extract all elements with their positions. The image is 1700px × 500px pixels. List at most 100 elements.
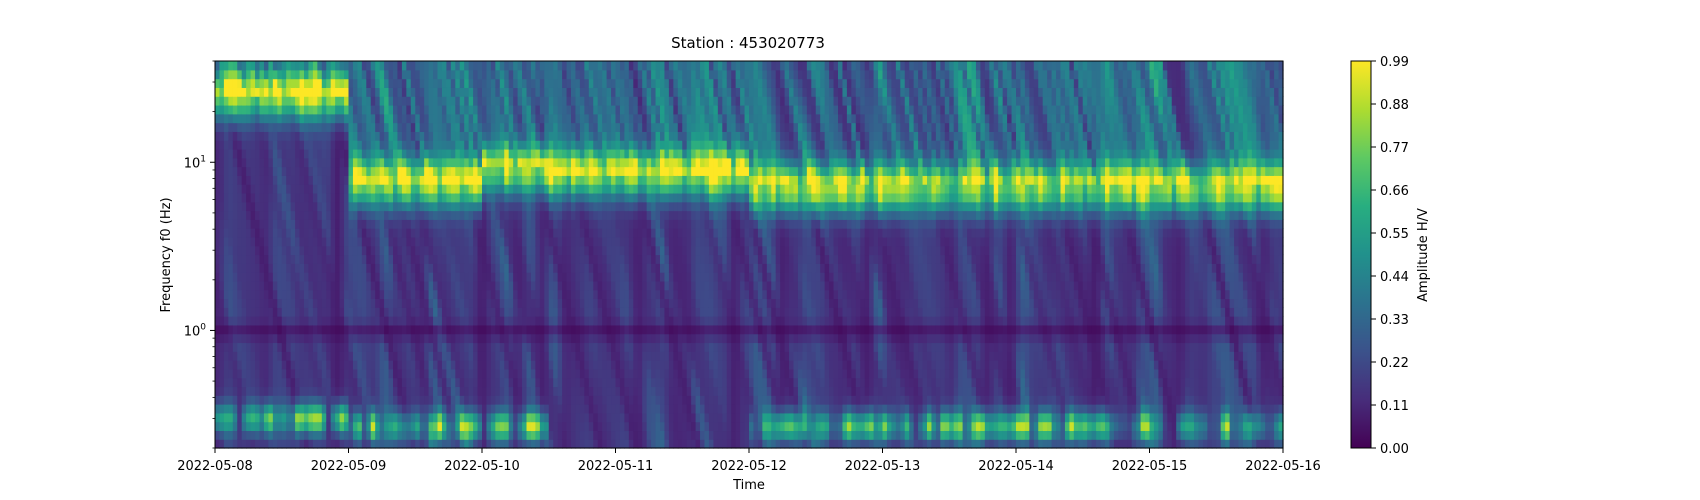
heatmap-cell <box>664 96 670 106</box>
heatmap-cell <box>446 421 452 432</box>
heatmap-cell <box>455 316 461 326</box>
heatmap-cell <box>544 184 550 194</box>
heatmap-cell <box>517 61 523 71</box>
heatmap-cell <box>437 342 443 352</box>
heatmap-cell <box>651 307 657 317</box>
heatmap-cell <box>628 69 634 80</box>
heatmap-cell <box>326 316 332 326</box>
heatmap-cell <box>299 122 305 132</box>
heatmap-cell <box>281 342 287 352</box>
heatmap-cell <box>673 316 679 326</box>
heatmap-cell <box>295 157 301 168</box>
heatmap-cell <box>321 307 327 317</box>
heatmap-cell <box>619 148 625 159</box>
heatmap-cell <box>415 122 421 132</box>
heatmap-cell <box>366 324 372 335</box>
heatmap-cell <box>410 236 416 247</box>
heatmap-cell <box>606 254 612 264</box>
heatmap-cell <box>526 333 532 344</box>
heatmap-cell <box>575 184 581 194</box>
heatmap-cell <box>215 430 221 440</box>
heatmap-cell <box>401 228 407 238</box>
heatmap-cell <box>628 430 634 440</box>
heatmap-cell <box>597 386 603 396</box>
heatmap-cell <box>241 157 247 168</box>
heatmap-cell <box>415 324 421 335</box>
heatmap-cell <box>504 69 510 80</box>
heatmap-cell <box>504 412 510 423</box>
heatmap-cell <box>482 113 488 124</box>
heatmap-cell <box>321 166 327 176</box>
heatmap-cell <box>482 104 488 115</box>
heatmap-cell <box>477 263 483 273</box>
heatmap-cell <box>308 219 314 229</box>
heatmap-cell <box>272 307 278 317</box>
heatmap-cell <box>673 61 679 71</box>
heatmap-cell <box>299 192 305 203</box>
heatmap-cell <box>660 245 666 256</box>
heatmap-cell <box>539 157 545 168</box>
heatmap-cell <box>508 395 514 405</box>
heatmap-cell <box>619 439 625 449</box>
heatmap-cell <box>495 201 501 212</box>
heatmap-cell <box>384 122 390 132</box>
heatmap-cell <box>668 342 674 352</box>
heatmap-cell <box>597 148 603 159</box>
heatmap-cell <box>530 96 536 106</box>
heatmap-cell <box>508 228 514 238</box>
heatmap-cell <box>611 316 617 326</box>
heatmap-cell <box>611 140 617 150</box>
heatmap-cell <box>375 61 381 71</box>
heatmap-cell <box>450 175 456 185</box>
heatmap-cell <box>312 87 318 97</box>
heatmap-cell <box>611 148 617 159</box>
heatmap-cell <box>473 430 479 440</box>
heatmap-cell <box>437 298 443 308</box>
heatmap-cell <box>295 395 301 405</box>
heatmap-cell <box>330 254 336 264</box>
heatmap-cell <box>522 333 528 344</box>
heatmap-cell <box>668 360 674 370</box>
heatmap-cell <box>277 298 283 308</box>
heatmap-cell <box>562 78 568 88</box>
heatmap-cell <box>415 421 421 432</box>
heatmap-cell <box>241 69 247 80</box>
heatmap-cell <box>700 324 706 335</box>
heatmap-cell <box>286 280 292 291</box>
heatmap-cell <box>557 61 563 71</box>
heatmap-cell <box>419 201 425 212</box>
heatmap-cell <box>352 166 358 176</box>
heatmap-cell <box>326 272 332 282</box>
heatmap-cell <box>375 175 381 185</box>
heatmap-cell <box>535 157 541 168</box>
heatmap-cell <box>237 280 243 291</box>
heatmap-cell <box>277 351 283 361</box>
heatmap-cell <box>544 140 550 150</box>
heatmap-cell <box>548 201 554 212</box>
heatmap-cell <box>464 430 470 440</box>
heatmap-cell <box>375 96 381 106</box>
heatmap-cell <box>406 368 412 379</box>
heatmap-cell <box>286 61 292 71</box>
heatmap-cell <box>646 228 652 238</box>
heatmap-cell <box>228 412 234 423</box>
heatmap-cell <box>379 69 385 80</box>
heatmap-cell <box>401 421 407 432</box>
heatmap-cell <box>215 69 221 80</box>
heatmap-cell <box>446 245 452 256</box>
heatmap-cell <box>584 280 590 291</box>
heatmap-cell <box>455 263 461 273</box>
heatmap-cell <box>655 201 661 212</box>
heatmap-cell <box>223 166 229 176</box>
heatmap-cell <box>401 184 407 194</box>
heatmap-cell <box>344 412 350 423</box>
heatmap-cell <box>535 148 541 159</box>
heatmap-cell <box>215 87 221 97</box>
heatmap-cell <box>441 289 447 300</box>
heatmap-cell <box>455 377 461 388</box>
heatmap-cell <box>401 201 407 212</box>
heatmap-cell <box>628 421 634 432</box>
heatmap-cell <box>486 280 492 291</box>
heatmap-cell <box>504 404 510 414</box>
heatmap-cell <box>682 377 688 388</box>
